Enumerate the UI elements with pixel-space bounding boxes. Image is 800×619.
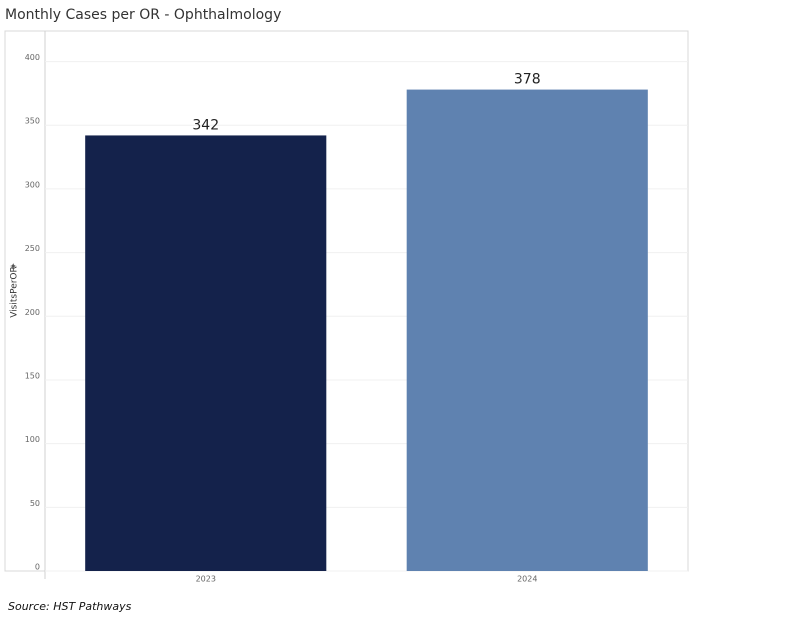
x-tick-label: 2024 <box>517 575 537 584</box>
bar <box>85 135 327 571</box>
y-axis-label: VisitsPerOR <box>10 266 20 318</box>
y-tick-label: 200 <box>25 308 40 317</box>
source-note: Source: HST Pathways <box>8 600 132 613</box>
y-tick-label: 350 <box>25 117 40 126</box>
data-label: 342 <box>192 117 219 133</box>
y-tick-label: 400 <box>25 53 40 62</box>
bar <box>406 89 648 572</box>
y-tick-label: 300 <box>25 180 40 189</box>
y-tick-label: 150 <box>25 371 40 380</box>
sort-icon[interactable]: ✦ <box>10 262 20 270</box>
x-tick-label: 2023 <box>196 575 216 584</box>
y-tick-label: 50 <box>30 499 40 508</box>
data-label: 378 <box>514 72 541 88</box>
y-tick-label: 0 <box>35 563 40 572</box>
y-tick-label: 250 <box>25 244 40 253</box>
chart-title: Monthly Cases per OR - Ophthalmology <box>5 7 281 23</box>
y-tick-label: 100 <box>25 435 40 444</box>
